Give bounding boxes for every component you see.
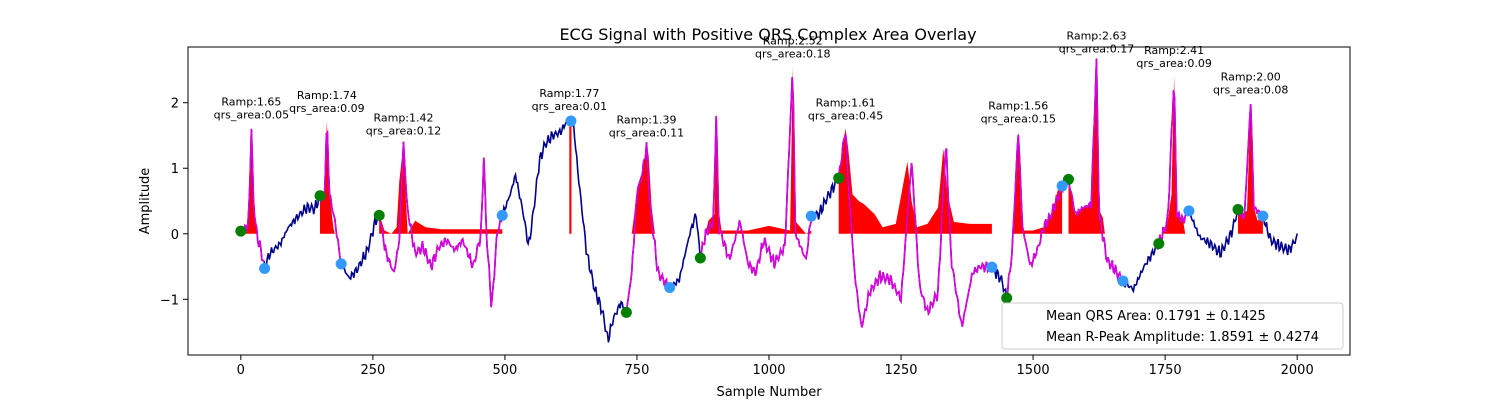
qrs-area-annotation: qrs_area:0.17 <box>1059 42 1134 55</box>
qrs-onset-point <box>373 209 385 221</box>
qrs-area-annotation: qrs_area:0.08 <box>1213 84 1288 97</box>
qrs-area-annotation: qrs_area:0.15 <box>981 113 1056 126</box>
ramp-annotation: Ramp:1.56 <box>988 100 1048 113</box>
qrs-area-fill <box>379 143 503 234</box>
qrs-offset-point <box>1183 205 1195 217</box>
ramp-annotation: Ramp:1.61 <box>816 96 876 109</box>
qrs-segment-line <box>625 142 671 314</box>
qrs-area-annotation: qrs_area:0.01 <box>532 100 607 113</box>
x-tick-label: 1750 <box>1149 363 1182 378</box>
qrs-area-fill <box>569 122 572 234</box>
qrs-onset-point <box>694 252 706 264</box>
qrs-area-fill <box>240 127 257 234</box>
y-tick-label: −1 <box>160 293 179 308</box>
plot-area: Ramp:1.65qrs_area:0.05Ramp:1.74qrs_area:… <box>214 29 1298 343</box>
qrs-area-annotation: qrs_area:0.12 <box>366 124 441 137</box>
x-tick-label: 2000 <box>1281 363 1314 378</box>
axes: 0 250 500 750 1000 1250 1500 1750 2000 −1 0 1 2 <box>160 97 1314 378</box>
qrs-segment-line <box>1158 90 1190 245</box>
qrs-offset-point <box>1056 180 1068 192</box>
y-tick-label: 1 <box>171 162 179 177</box>
y-axis-label: Amplitude <box>138 168 153 235</box>
qrs-onset-point <box>1001 292 1013 304</box>
x-tick-label: 0 <box>237 363 245 378</box>
qrs-offset-point <box>664 282 676 294</box>
qrs-area-fill <box>1068 61 1105 234</box>
ramp-annotation: Ramp:1.77 <box>539 87 599 100</box>
ramp-annotation: Ramp:2.41 <box>1144 44 1204 57</box>
qrs-offset-point <box>335 258 347 270</box>
qrs-area-fill <box>838 128 992 234</box>
qrs-offset-point <box>1117 275 1129 287</box>
legend-box <box>1001 302 1344 350</box>
x-tick-label: 750 <box>625 363 650 378</box>
qrs-area-fill <box>631 145 655 234</box>
qrs-onset-point <box>620 306 632 318</box>
x-tick-label: 1500 <box>1017 363 1050 378</box>
qrs-area-fill <box>1012 131 1063 234</box>
ramp-annotation: Ramp:2.00 <box>1221 71 1281 84</box>
qrs-onset-point <box>833 172 845 184</box>
legend-entry-r-peak: Mean R-Peak Amplitude: 1.8591 ± 0.4274 <box>1046 330 1319 345</box>
y-tick-label: 2 <box>171 97 179 112</box>
qrs-onset-point <box>235 225 247 237</box>
qrs-onset-point <box>1232 204 1244 216</box>
qrs-area-annotation: qrs_area:0.11 <box>609 126 684 139</box>
qrs-onset-point <box>1153 238 1165 250</box>
qrs-offset-point <box>496 209 508 221</box>
qrs-area-annotation: qrs_area:0.09 <box>289 102 364 115</box>
x-axis-label: Sample Number <box>716 385 822 400</box>
qrs-onset-point <box>314 190 326 202</box>
qrs-area-annotation: qrs_area:0.18 <box>755 48 830 61</box>
qrs-offset-point <box>259 262 271 274</box>
qrs-area-fill <box>705 66 812 234</box>
qrs-segment-line <box>1237 103 1263 220</box>
qrs-area-fill <box>320 121 335 234</box>
qrs-segment-line <box>378 141 503 308</box>
plot-content <box>235 58 1298 343</box>
ramp-annotation: Ramp:2.52 <box>763 35 823 48</box>
y-tick-label: 0 <box>171 228 179 243</box>
qrs-area-annotation: qrs_area:0.05 <box>214 109 289 122</box>
x-tick-label: 500 <box>492 363 517 378</box>
legend-entry-qrs-area: Mean QRS Area: 0.1791 ± 0.1425 <box>1046 309 1266 324</box>
legend: Mean QRS Area: 0.1791 ± 0.1425 Mean R-Pe… <box>1001 302 1344 350</box>
qrs-area-fill <box>1238 102 1263 234</box>
ramp-annotation: Ramp:1.39 <box>616 113 676 126</box>
qrs-area-annotation: qrs_area:0.09 <box>1136 57 1211 70</box>
qrs-segment-line <box>699 77 813 276</box>
qrs-area-fill <box>1162 75 1186 234</box>
x-tick-label: 250 <box>360 363 385 378</box>
x-tick-label: 1250 <box>884 363 917 378</box>
ramp-annotation: Ramp:1.74 <box>297 89 357 102</box>
ramp-annotation: Ramp:2.63 <box>1066 29 1126 42</box>
qrs-segment-line <box>837 133 993 328</box>
qrs-offset-point <box>565 115 577 127</box>
qrs-offset-point <box>986 261 998 273</box>
x-tick-label: 1000 <box>752 363 785 378</box>
ramp-annotation: Ramp:1.42 <box>373 111 433 124</box>
chart-title: ECG Signal with Positive QRS Complex Are… <box>559 25 976 44</box>
qrs-offset-point <box>805 210 817 222</box>
ramp-annotation: Ramp:1.65 <box>221 96 281 109</box>
qrs-area-annotation: qrs_area:0.45 <box>808 109 883 122</box>
qrs-offset-point <box>1257 210 1269 222</box>
